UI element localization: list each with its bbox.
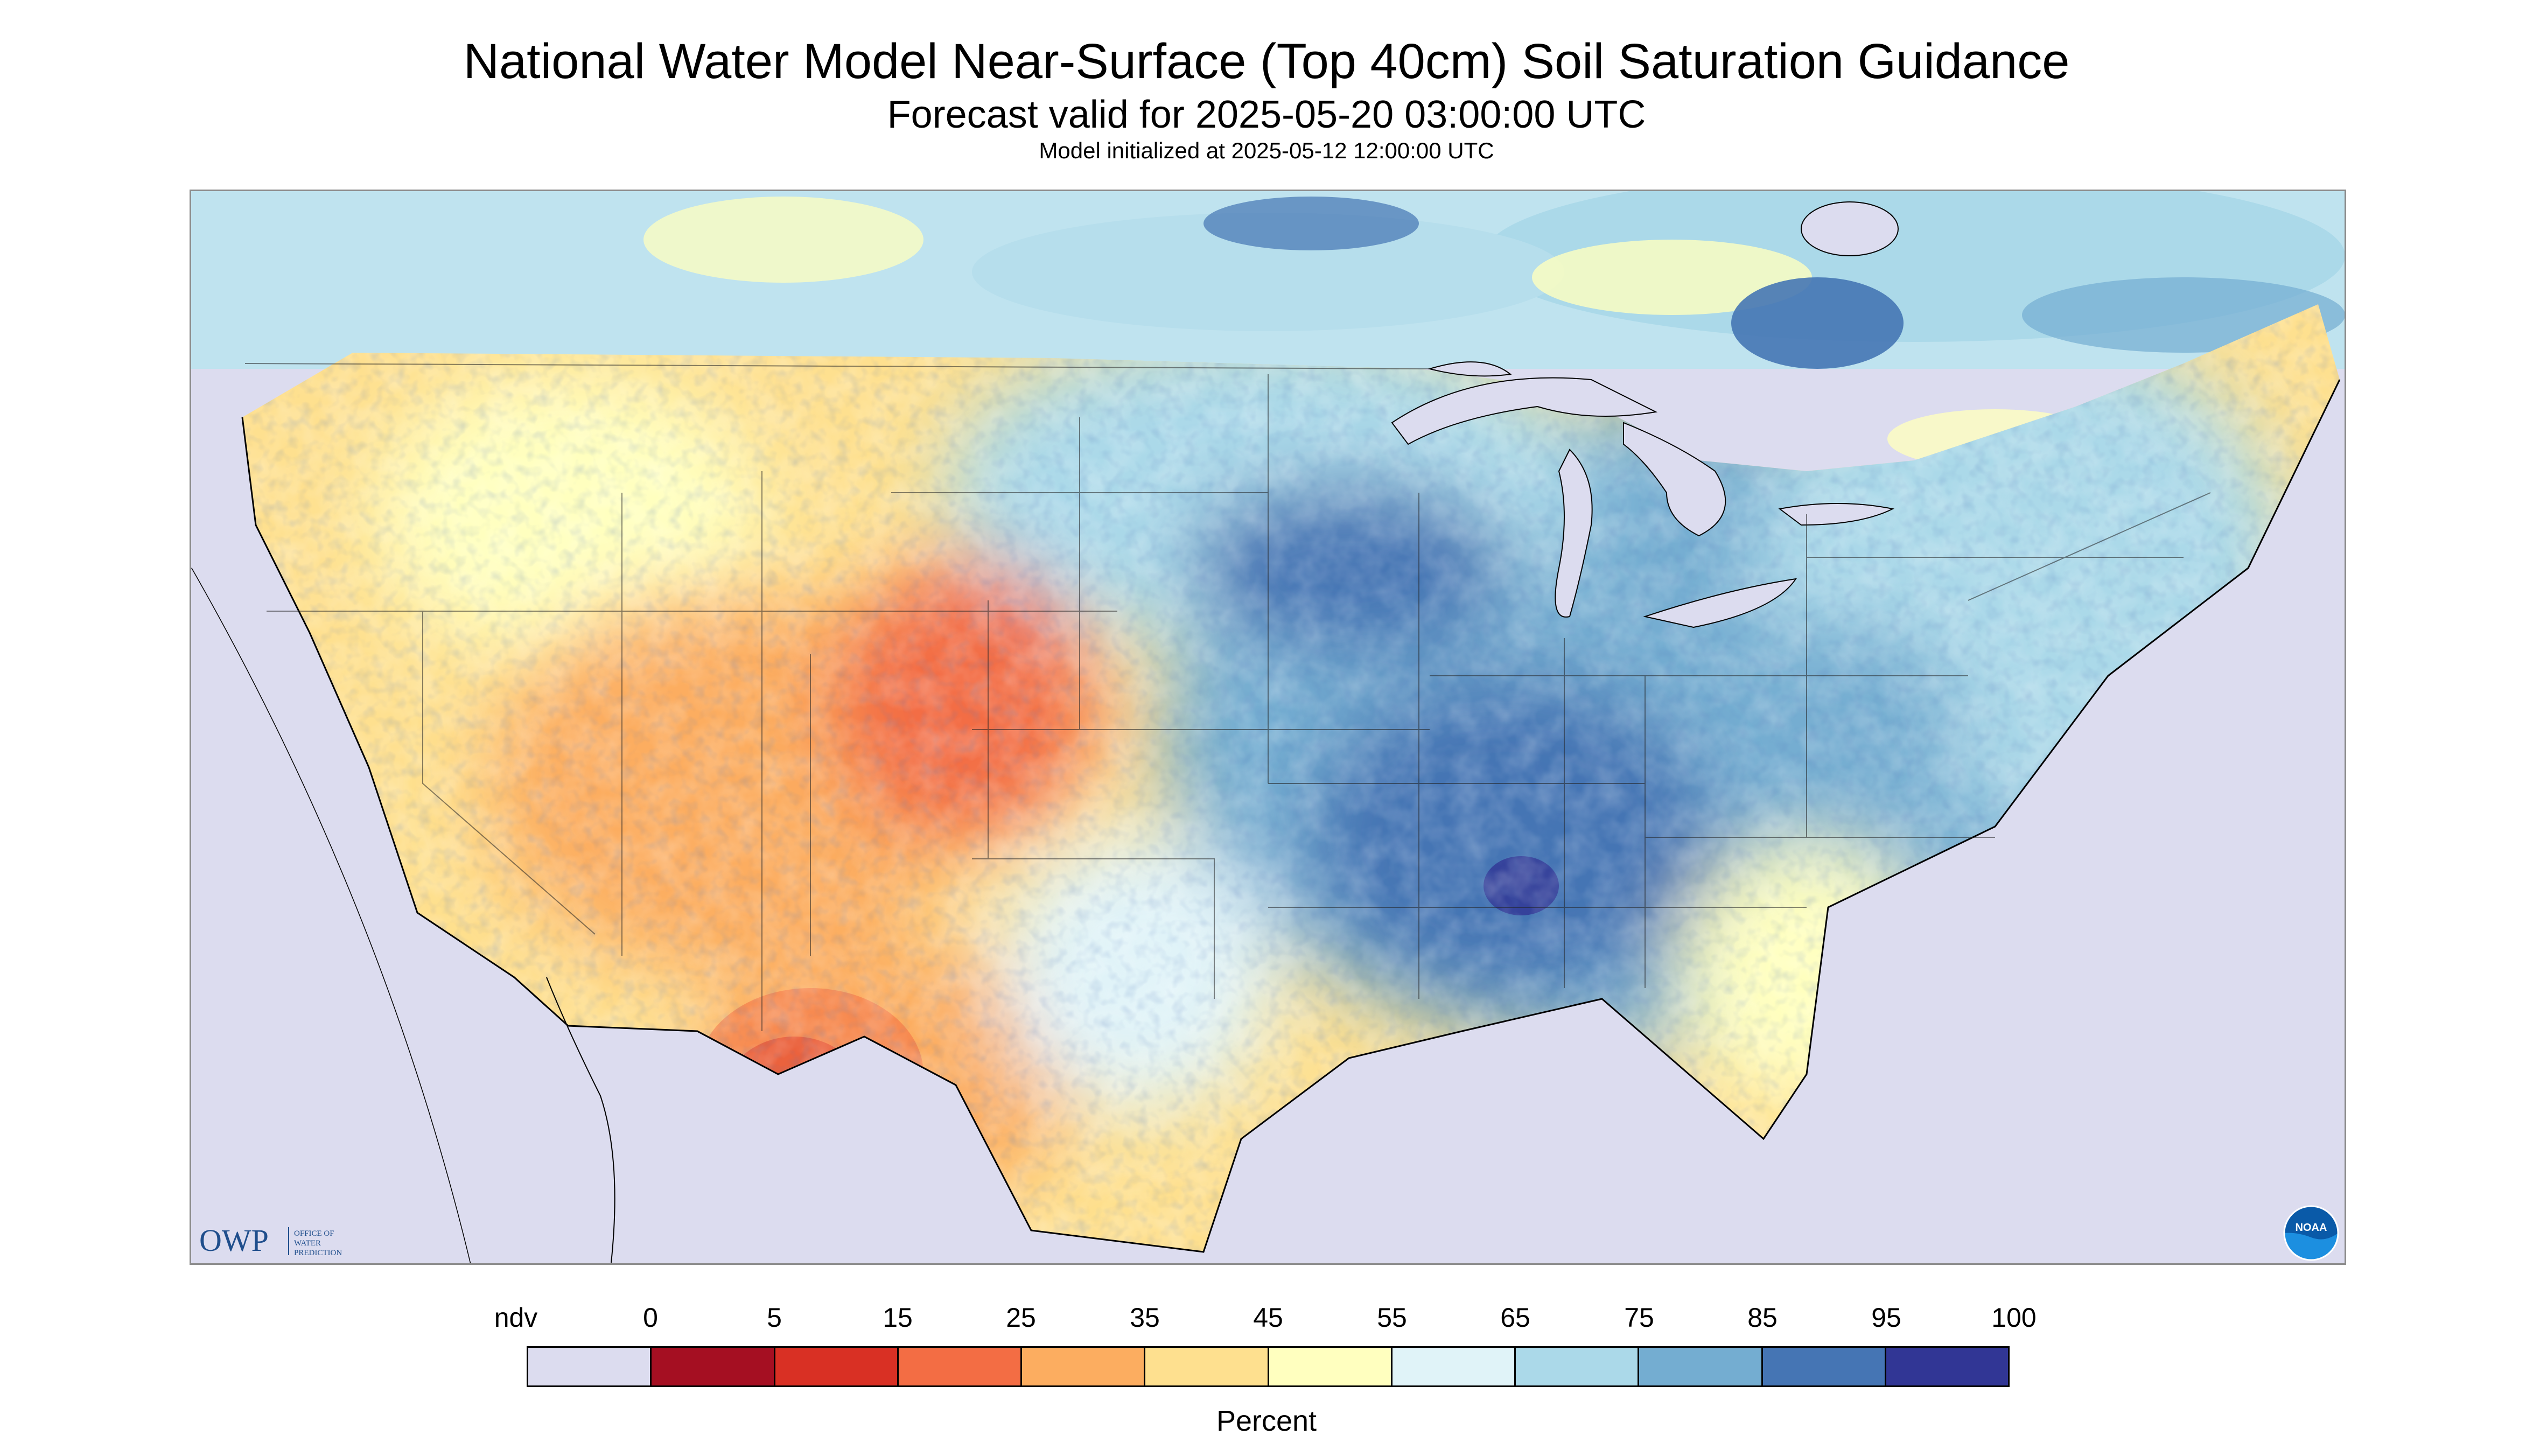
legend-label-85: 85 [1747,1303,1778,1333]
legend-swatch-95-100 [1886,1348,2008,1385]
legend-label-45: 45 [1253,1303,1283,1333]
legend-swatch-15-25 [898,1348,1022,1385]
noaa-logo-text: NOAA [2296,1222,2327,1234]
forecast-valid-time: Forecast valid for 2025-05-20 03:00:00 U… [887,93,1646,136]
owp-logo-text-2: WATER [294,1239,321,1248]
canada-soil-field [191,191,2345,468]
legend-label-95: 95 [1871,1303,1901,1333]
owp-logo: OWP OFFICE OF WATER PREDICTION [199,1220,372,1263]
legend-swatch-85-95 [1762,1348,1886,1385]
legend-label-0: 0 [643,1303,658,1333]
legend-swatch-0-5 [652,1348,775,1385]
legend-swatch-75-85 [1639,1348,1763,1385]
legend-swatch-65-75 [1516,1348,1640,1385]
map-title: National Water Model Near-Surface (Top 4… [463,34,2070,89]
legend-label-55: 55 [1377,1303,1407,1333]
map-canvas [191,191,2345,1263]
legend-colorbar [527,1346,2010,1387]
legend-swatch-25-35 [1022,1348,1146,1385]
legend-label-ndv: ndv [494,1303,538,1333]
legend-label-65: 65 [1500,1303,1530,1333]
legend-swatch-ndv [528,1348,652,1385]
owp-logo-mark: OWP [199,1223,269,1258]
legend-swatch-5-15 [775,1348,899,1385]
owp-logo-text-1: OFFICE OF [294,1229,334,1238]
legend-swatch-35-45 [1145,1348,1269,1385]
model-init-time: Model initialized at 2025-05-12 12:00:00… [1039,138,1494,163]
state-borders [244,363,2211,1031]
legend-swatch-45-55 [1269,1348,1393,1385]
legend-label-75: 75 [1624,1303,1654,1333]
legend-swatch-55-65 [1392,1348,1516,1385]
soil-saturation-map[interactable] [190,190,2346,1265]
legend-label-5: 5 [767,1303,782,1333]
legend-label-35: 35 [1130,1303,1160,1333]
owp-logo-text-3: PREDICTION [294,1249,342,1257]
legend-label-15: 15 [883,1303,913,1333]
legend-unit-label: Percent [1216,1405,1317,1437]
legend-label-100: 100 [1991,1303,2037,1333]
noaa-logo: NOAA [2283,1205,2339,1261]
great-lakes [1391,201,1899,628]
legend-label-25: 25 [1006,1303,1036,1333]
